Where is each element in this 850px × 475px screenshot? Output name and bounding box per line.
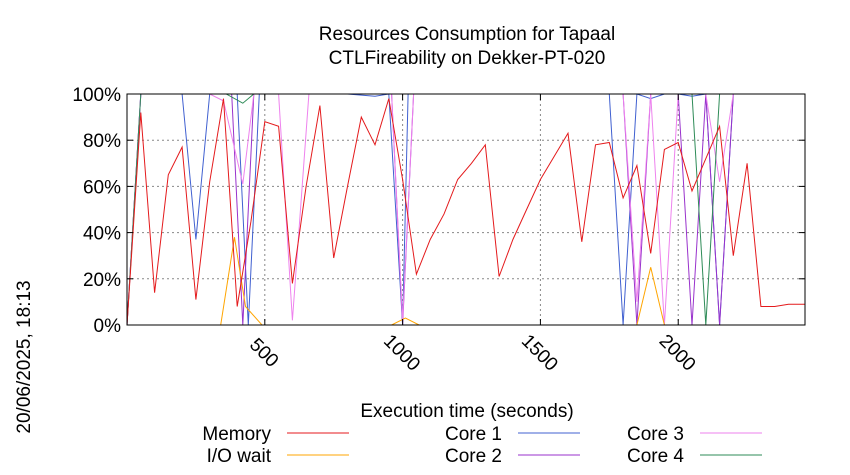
legend-label: Core 2: [445, 446, 502, 467]
chart-subtitle: CTLFireability on Dekker-PT-020: [329, 48, 606, 69]
x-tick-label: 2000: [655, 331, 700, 376]
legend-label: Memory: [202, 424, 271, 445]
x-tick-label: 500: [245, 334, 282, 371]
x-tick-label: 1500: [517, 331, 562, 376]
legend-label: I/O wait: [207, 446, 272, 467]
plot-frame: [126, 93, 806, 326]
y-tick-label: 0%: [94, 316, 122, 337]
chart-title: Resources Consumption for Tapaal: [319, 24, 615, 45]
grid-lines: [127, 94, 805, 325]
side-timestamp: 20/06/2025, 18:13: [14, 280, 35, 433]
y-tick-label: 80%: [83, 131, 121, 152]
legend-label: Core 4: [627, 446, 684, 467]
y-tick-label: 60%: [83, 177, 121, 198]
series-line-memory: [126, 98, 805, 326]
y-tick-label: 20%: [83, 270, 121, 291]
legend-label: Core 3: [627, 424, 684, 445]
series-line-i-o-wait: [127, 237, 805, 326]
series-lines: [126, 93, 805, 326]
y-ticks: 0% 20% 40% 60% 80% 100%: [72, 85, 805, 337]
x-tick-label: 1000: [379, 331, 424, 376]
legend-label: Core 1: [445, 424, 502, 445]
y-tick-label: 40%: [83, 224, 121, 245]
y-tick-label: 100%: [72, 85, 121, 106]
x-axis-label: Execution time (seconds): [360, 401, 573, 422]
